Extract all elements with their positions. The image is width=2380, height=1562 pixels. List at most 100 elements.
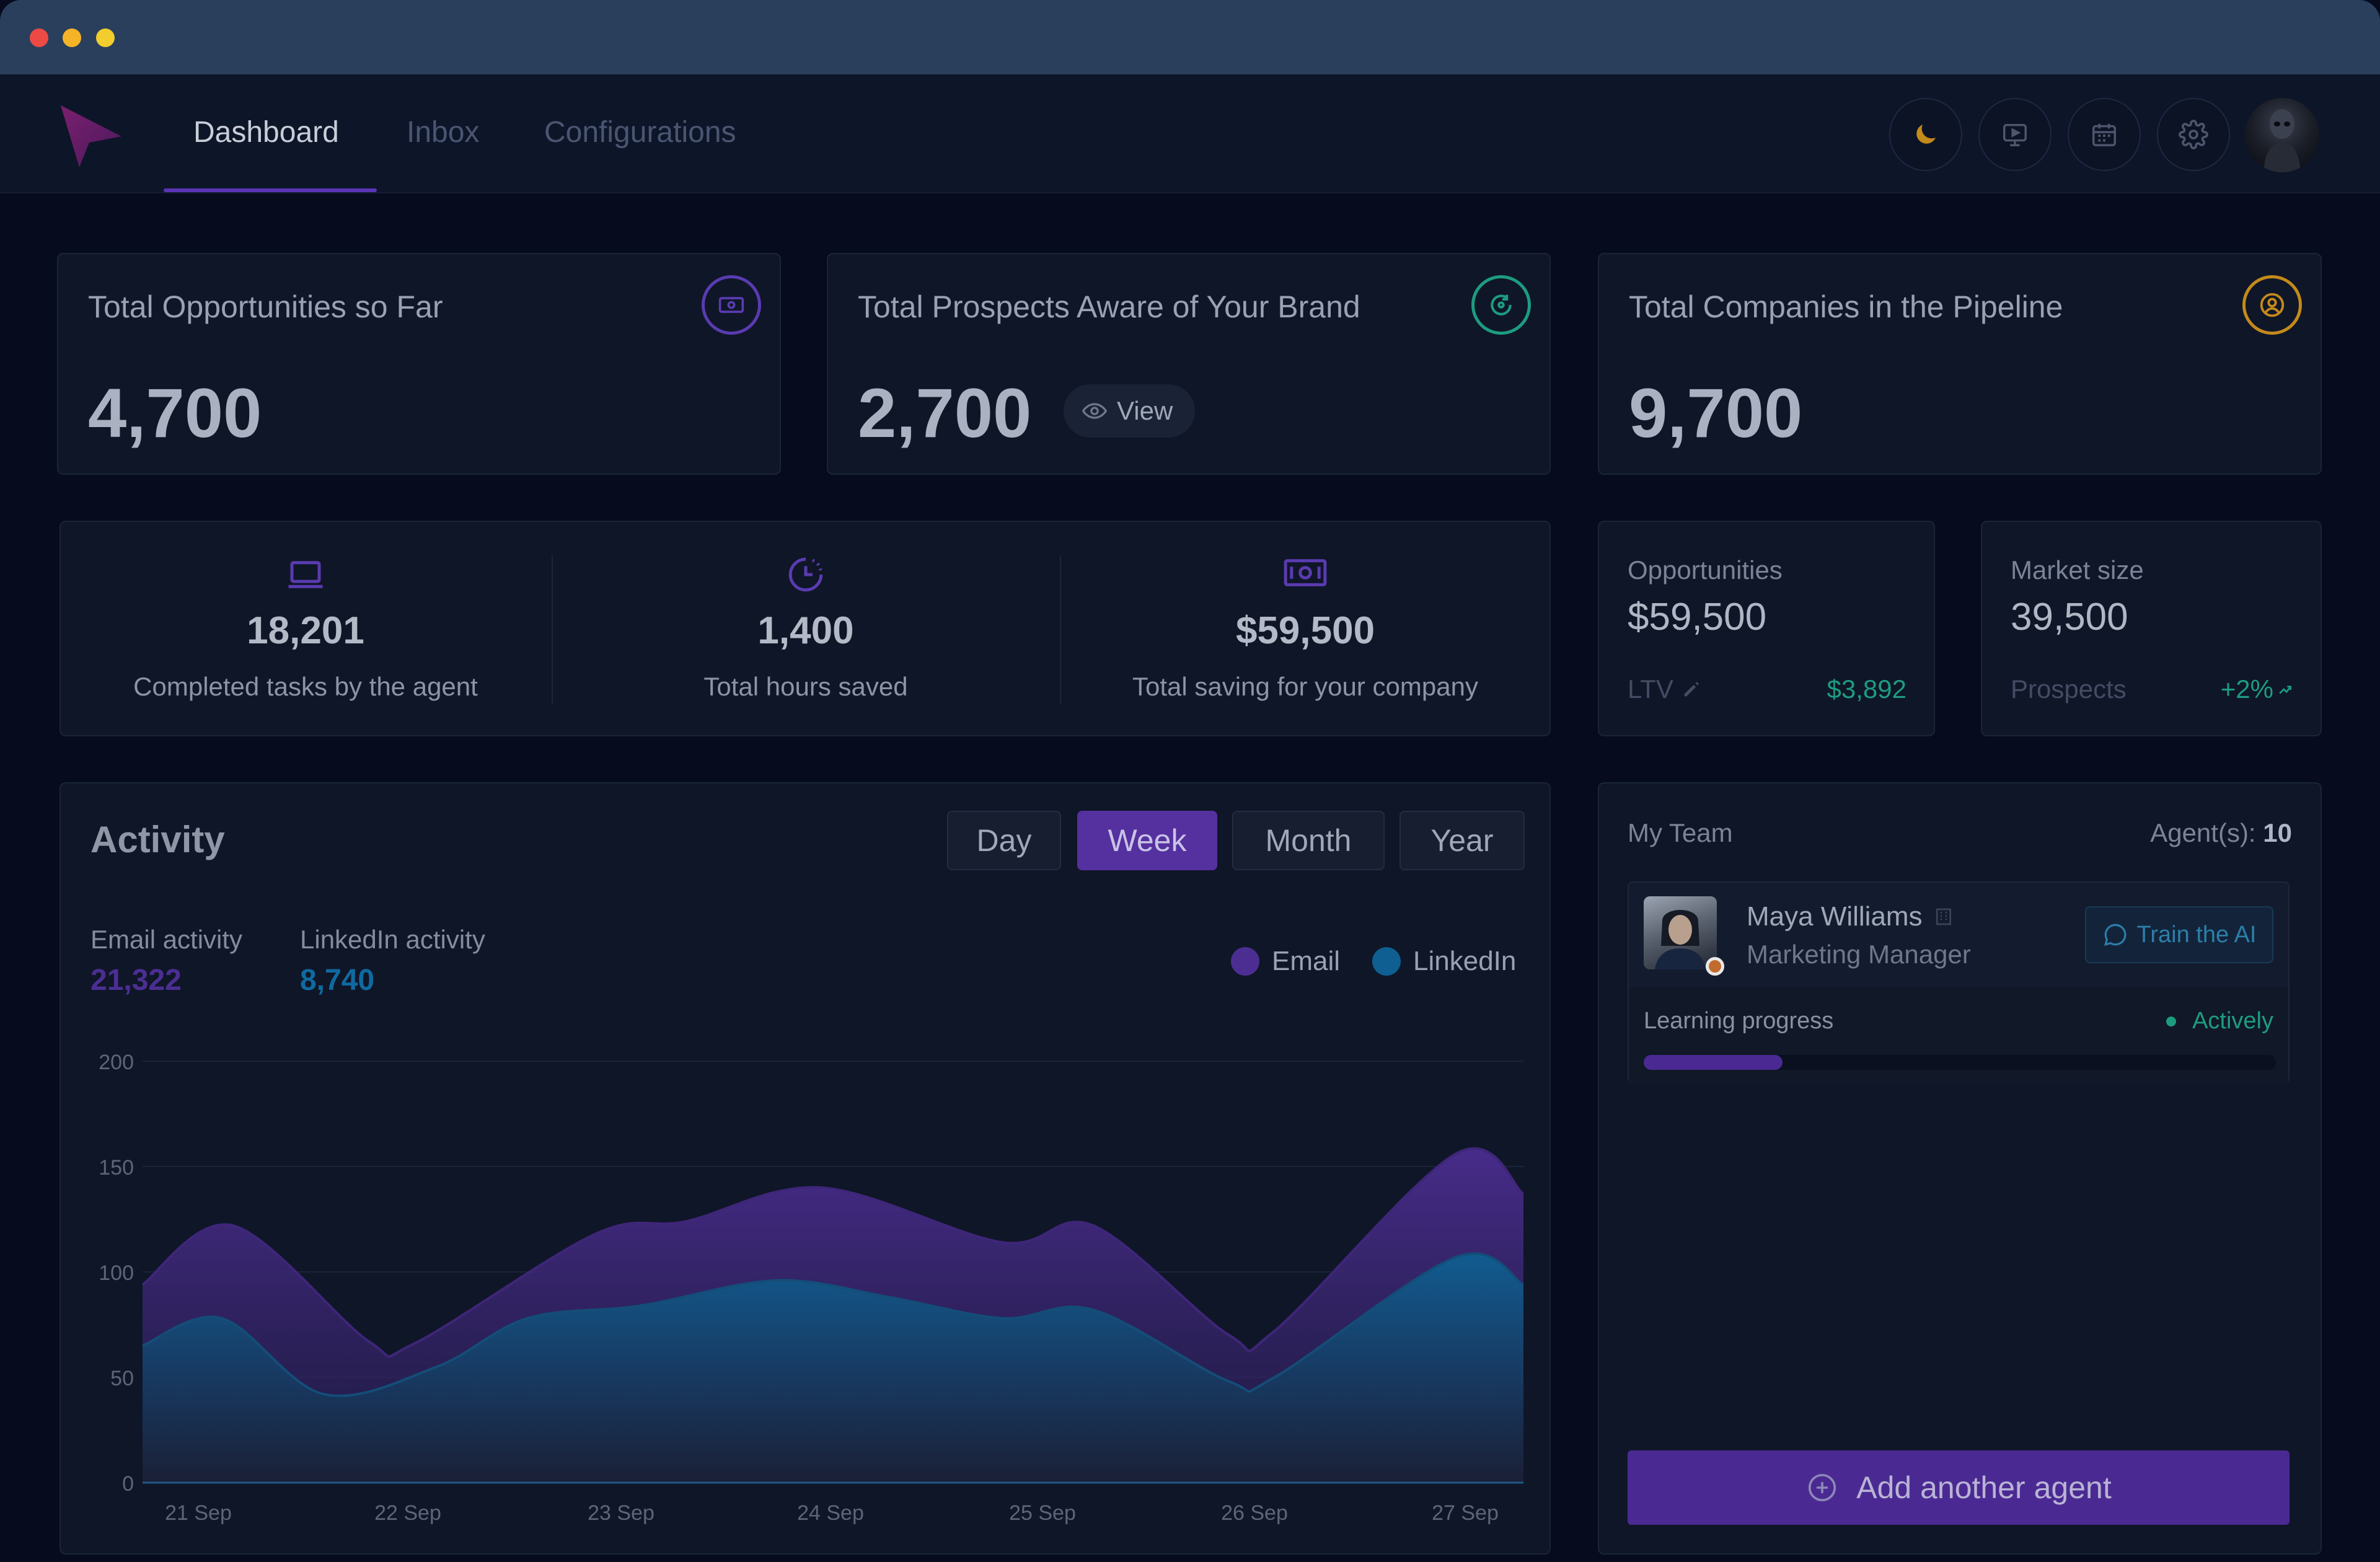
legend-linkedin-swatch	[1372, 947, 1401, 976]
period-month-button[interactable]: Month	[1232, 811, 1385, 870]
refresh-icon	[1471, 275, 1531, 335]
stat-label: Total saving for your company	[1132, 672, 1478, 701]
market-size-card: Market size 39,500 Prospects +2%	[1981, 521, 2322, 736]
kpi-value: 2,700	[858, 374, 1032, 452]
stat-label: Total hours saved	[703, 672, 908, 701]
tab-inbox[interactable]: Inbox	[407, 116, 480, 149]
activity-card: 0 50 100 150 200 21 Sep 22 Sep 23 Sep 24 Sep 25 S…	[60, 782, 1551, 1555]
period-day-button[interactable]: Day	[947, 811, 1061, 870]
period-year-button[interactable]: Year	[1399, 811, 1525, 870]
y-tick-label: 0	[122, 1472, 134, 1496]
agent-card[interactable]: Maya Williams Marketing Manager Train th…	[1628, 881, 2290, 1085]
learning-status-label: Actively	[2192, 1008, 2273, 1034]
clock-icon	[788, 557, 823, 592]
y-tick-label: 150	[99, 1156, 134, 1180]
legend-email[interactable]: Email	[1231, 946, 1340, 977]
activity-title: Activity	[90, 819, 225, 860]
window-titlebar	[0, 0, 2380, 74]
cash-icon	[702, 275, 761, 335]
learning-progress-fill	[1644, 1055, 1783, 1070]
kpi-title: Total Prospects Aware of Your Brand	[858, 289, 1360, 324]
kpi-card-companies: Total Companies in the Pipeline 9,700	[1598, 253, 2322, 475]
market-size-label: Market size	[2011, 555, 2144, 585]
email-activity-label: Email activity	[90, 925, 243, 954]
ltv-row: LTV	[1628, 674, 1702, 704]
gear-icon	[2179, 120, 2208, 149]
agent-name: Maya Williams	[1747, 901, 1923, 932]
chat-icon	[2104, 924, 2126, 946]
stats-card: 18,201 Completed tasks by the agent 1,40…	[60, 521, 1551, 736]
agent-name-row: Maya Williams	[1747, 901, 1954, 932]
legend-linkedin-label: LinkedIn	[1413, 946, 1517, 976]
settings-button[interactable]	[2157, 98, 2230, 171]
x-tick-label: 27 Sep	[1432, 1501, 1499, 1525]
stat-divider	[552, 555, 553, 704]
train-ai-button[interactable]: Train the AI	[2085, 906, 2273, 963]
view-label: View	[1117, 396, 1173, 425]
view-button[interactable]: View	[1064, 384, 1196, 438]
agent-photo-icon	[1655, 910, 1706, 969]
kpi-value: 4,700	[88, 374, 262, 452]
calendar-button[interactable]	[2068, 98, 2141, 171]
linkedin-activity-label: LinkedIn activity	[300, 925, 485, 954]
x-tick-label: 24 Sep	[797, 1501, 864, 1525]
learning-progress-label: Learning progress	[1644, 1008, 1834, 1034]
minimize-window-button[interactable]	[63, 29, 81, 47]
train-ai-label: Train the AI	[2136, 921, 2257, 948]
y-tick-label: 200	[99, 1051, 134, 1074]
prospects-growth-value: +2%	[2220, 674, 2273, 704]
logo-icon[interactable]	[57, 102, 126, 171]
stat-hours-saved: 1,400 Total hours saved	[553, 522, 1059, 735]
tab-configurations[interactable]: Configurations	[544, 116, 736, 149]
user-circle-icon	[2242, 275, 2302, 335]
screen-button[interactable]	[1978, 98, 2052, 171]
maximize-window-button[interactable]	[96, 29, 115, 47]
opportunities-value: $59,500	[1628, 596, 1767, 638]
stat-divider	[1060, 555, 1061, 704]
status-badge	[1706, 957, 1724, 976]
y-tick-label: 50	[110, 1367, 134, 1390]
stat-label: Completed tasks by the agent	[133, 672, 478, 701]
monitor-play-icon	[2003, 123, 2027, 146]
eye-icon	[1082, 403, 1108, 419]
prospects-label: Prospects	[2011, 674, 2127, 704]
market-size-value: 39,500	[2011, 596, 2128, 638]
prospects-growth: +2%	[2221, 674, 2293, 704]
agent-role: Marketing Manager	[1747, 940, 1971, 969]
tab-dashboard[interactable]: Dashboard	[193, 116, 339, 149]
kpi-title: Total Companies in the Pipeline	[1629, 289, 2063, 324]
plus-circle-icon	[1809, 1473, 1836, 1502]
kpi-value: 9,700	[1629, 374, 1803, 452]
area-linkedin	[143, 1253, 1523, 1483]
activity-chart: 0 50 100 150 200 21 Sep 22 Sep 23 Sep 24 Sep 25 S…	[99, 1051, 1525, 1525]
close-window-button[interactable]	[30, 29, 48, 47]
user-avatar[interactable]	[2245, 98, 2319, 172]
stat-value: $59,500	[1235, 609, 1375, 652]
line-email	[141, 1147, 1525, 1358]
period-week-button[interactable]: Week	[1077, 811, 1217, 870]
theme-toggle-button[interactable]	[1889, 98, 1962, 171]
add-agent-label: Add another agent	[1856, 1470, 2112, 1505]
x-tick-label: 23 Sep	[588, 1501, 654, 1525]
add-agent-button[interactable]: Add another agent	[1628, 1450, 2290, 1525]
ltv-value: $3,892	[1827, 674, 1906, 704]
legend-linkedin[interactable]: LinkedIn	[1372, 946, 1516, 977]
robot-avatar-icon	[2263, 109, 2301, 172]
top-navbar: Dashboard Inbox Configurations	[0, 74, 2380, 193]
opportunities-card: Opportunities $59,500 LTV $3,892	[1598, 521, 1935, 736]
pencil-icon[interactable]	[1681, 679, 1702, 700]
stat-value: 1,400	[757, 609, 854, 652]
team-title: My Team	[1628, 818, 1733, 847]
email-activity-value: 21,322	[90, 964, 182, 997]
x-tick-label: 26 Sep	[1221, 1501, 1288, 1525]
stat-total-saving: $59,500 Total saving for your company	[1061, 522, 1549, 735]
stat-completed-tasks: 18,201 Completed tasks by the agent	[61, 522, 550, 735]
learning-status: Actively	[2166, 1008, 2273, 1035]
kpi-card-opportunities: Total Opportunities so Far 4,700	[57, 253, 781, 475]
kpi-card-prospects: Total Prospects Aware of Your Brand 2,70…	[827, 253, 1551, 475]
x-tick-label: 25 Sep	[1009, 1501, 1076, 1525]
stat-value: 18,201	[247, 609, 364, 652]
x-tick-label: 21 Sep	[165, 1501, 232, 1525]
building-icon	[1936, 908, 1951, 925]
x-tick-label: 22 Sep	[374, 1501, 441, 1525]
